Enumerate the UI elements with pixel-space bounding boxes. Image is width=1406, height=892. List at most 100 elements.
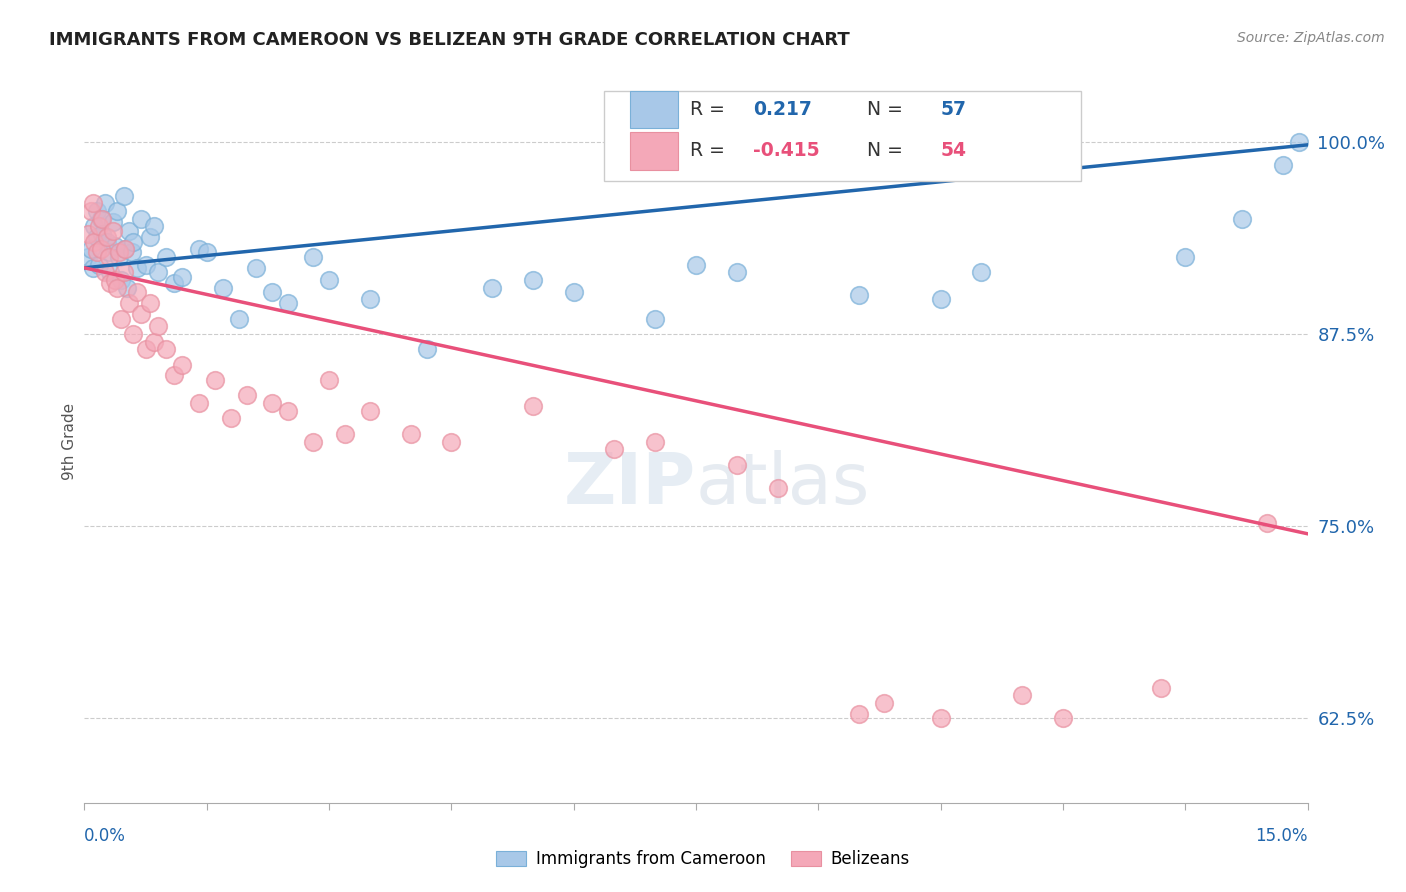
- Point: [105, 203, 128, 218]
- Point: [1052, 711, 1074, 725]
- Point: [83, 219, 105, 234]
- Text: R =: R =: [690, 141, 731, 161]
- Point: [118, 224, 141, 238]
- Point: [110, 311, 132, 326]
- FancyBboxPatch shape: [630, 132, 678, 169]
- Point: [522, 273, 544, 287]
- Point: [96, 235, 118, 249]
- Point: [104, 273, 127, 287]
- Point: [399, 426, 422, 441]
- Point: [172, 270, 194, 285]
- Legend: Immigrants from Cameroon, Belizeans: Immigrants from Cameroon, Belizeans: [489, 844, 917, 875]
- Point: [685, 258, 707, 272]
- Point: [105, 281, 128, 295]
- Point: [80, 203, 103, 218]
- Point: [245, 260, 267, 275]
- Text: N =: N =: [868, 141, 910, 161]
- Point: [138, 230, 160, 244]
- Text: atlas: atlas: [696, 450, 870, 519]
- Point: [77, 227, 100, 241]
- Point: [603, 442, 626, 457]
- Point: [155, 250, 177, 264]
- Point: [204, 373, 226, 387]
- Point: [122, 235, 145, 249]
- Point: [416, 343, 439, 357]
- Point: [318, 373, 340, 387]
- Point: [82, 196, 104, 211]
- Point: [725, 458, 748, 472]
- Point: [97, 245, 120, 260]
- Point: [110, 273, 132, 287]
- Point: [277, 404, 299, 418]
- Point: [127, 260, 149, 275]
- Point: [114, 243, 136, 257]
- Point: [172, 358, 194, 372]
- Point: [929, 292, 952, 306]
- Point: [142, 334, 165, 349]
- Text: R =: R =: [690, 100, 731, 119]
- Point: [101, 215, 124, 229]
- Point: [212, 281, 235, 295]
- Point: [725, 265, 748, 279]
- Point: [80, 243, 103, 257]
- Point: [118, 296, 141, 310]
- Point: [1174, 250, 1197, 264]
- Point: [115, 281, 138, 295]
- Point: [1232, 211, 1254, 226]
- Point: [1272, 158, 1295, 172]
- Point: [260, 285, 283, 300]
- Point: [93, 196, 115, 211]
- Point: [122, 326, 145, 341]
- Point: [318, 273, 340, 287]
- Point: [83, 235, 105, 249]
- Point: [146, 265, 169, 279]
- Point: [359, 292, 381, 306]
- Point: [1256, 516, 1278, 530]
- Point: [481, 281, 503, 295]
- Text: 54: 54: [941, 141, 966, 161]
- Point: [135, 258, 157, 272]
- Point: [121, 245, 143, 260]
- Point: [86, 203, 108, 218]
- Point: [970, 265, 993, 279]
- Point: [101, 224, 124, 238]
- Point: [77, 250, 100, 264]
- Point: [872, 696, 894, 710]
- Point: [146, 319, 169, 334]
- Point: [219, 411, 242, 425]
- Y-axis label: 9th Grade: 9th Grade: [62, 403, 77, 480]
- Text: -0.415: -0.415: [754, 141, 820, 161]
- Point: [195, 245, 218, 260]
- Point: [87, 258, 110, 272]
- Point: [127, 285, 149, 300]
- Point: [107, 250, 129, 264]
- Point: [766, 481, 789, 495]
- Point: [301, 250, 323, 264]
- Point: [100, 276, 122, 290]
- Point: [86, 230, 108, 244]
- Point: [277, 296, 299, 310]
- Point: [97, 250, 120, 264]
- Point: [131, 307, 153, 321]
- Point: [848, 288, 870, 302]
- Point: [1011, 688, 1033, 702]
- Point: [440, 434, 463, 449]
- Point: [114, 243, 136, 257]
- Text: Source: ZipAtlas.com: Source: ZipAtlas.com: [1237, 31, 1385, 45]
- Point: [104, 239, 127, 253]
- Point: [112, 188, 135, 202]
- Point: [142, 219, 165, 234]
- Text: IMMIGRANTS FROM CAMEROON VS BELIZEAN 9TH GRADE CORRELATION CHART: IMMIGRANTS FROM CAMEROON VS BELIZEAN 9TH…: [49, 31, 851, 49]
- Point: [155, 343, 177, 357]
- Point: [138, 296, 160, 310]
- Point: [90, 211, 112, 226]
- Text: 0.0%: 0.0%: [84, 827, 127, 846]
- Point: [562, 285, 585, 300]
- Point: [522, 399, 544, 413]
- Text: N =: N =: [868, 100, 910, 119]
- Point: [163, 368, 186, 383]
- Point: [112, 265, 135, 279]
- Point: [359, 404, 381, 418]
- Point: [644, 434, 666, 449]
- Point: [87, 219, 110, 234]
